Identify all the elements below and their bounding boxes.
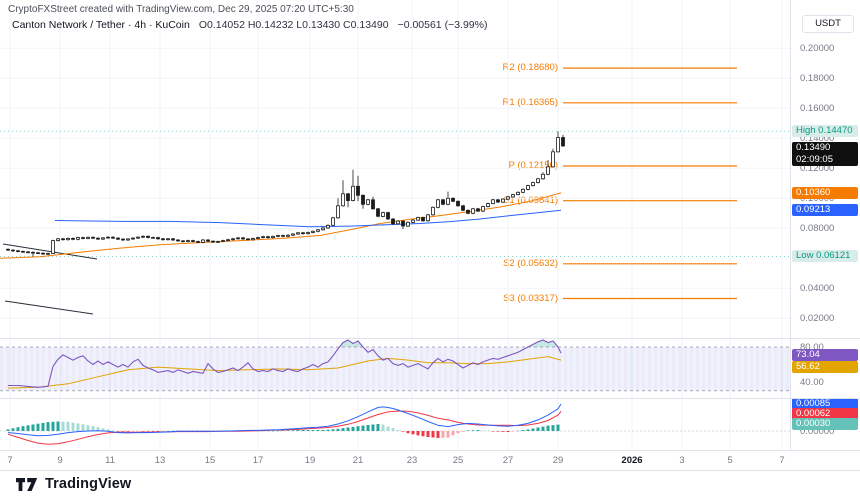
change-value: −0.00561 (−3.99%): [397, 19, 488, 31]
time-tick-label: 5: [727, 455, 733, 466]
time-tick-label: 3: [679, 455, 685, 466]
price-tick-label: 0.14000: [800, 133, 835, 145]
rsi-ma-value-label: 56.62: [792, 361, 858, 373]
pivot-label-R2: R2 (0.18680): [502, 62, 558, 74]
pivot-label-S1: S1 (0.09841): [503, 194, 558, 206]
currency-toggle-button[interactable]: USDT: [802, 15, 854, 33]
countdown-timer: 02:09:05: [796, 153, 833, 165]
price-tick-label: 0.20000: [800, 43, 835, 55]
price-tick-label: 0.16000: [800, 103, 835, 115]
price-tick-label: 0.04000: [800, 283, 835, 295]
tradingview-icon: [16, 477, 38, 491]
rsi-tick-label: 40.00: [800, 377, 824, 388]
pivot-label-S3: S3 (0.03317): [503, 292, 558, 304]
time-tick-label: 29: [552, 455, 564, 466]
price-axis[interactable]: [790, 0, 860, 470]
time-tick-label: 7: [7, 455, 13, 466]
macd-value-label: 0.00085: [792, 398, 858, 410]
price-tick-label: 0.02000: [800, 313, 835, 325]
last-price-label: 0.13490 02:09:05: [792, 141, 858, 166]
high-price-label: High 0.14470: [792, 125, 858, 138]
time-tick-label: 27: [502, 455, 514, 466]
ma-slow-price-label: 0.09213: [792, 204, 858, 217]
tradingview-wordmark: TradingView: [45, 476, 132, 492]
pivot-label-S2: S2 (0.05632): [503, 257, 558, 269]
macd-signal-value-label: 0.00062: [792, 408, 858, 420]
macd-tick-label: 0.00000: [800, 426, 835, 437]
macd-hist-value-label: 0.00030: [792, 418, 858, 430]
time-tick-label: 25: [452, 455, 464, 466]
symbol-ohlc-row: Canton Network / Tether · 4h · KuCoin O0…: [12, 19, 487, 31]
rsi-tick-label: 80.00: [800, 342, 824, 353]
rsi-value-label: 73.04: [792, 349, 858, 361]
time-tick-label: 21: [352, 455, 364, 466]
time-tick-label: 13: [154, 455, 166, 466]
ma-fast-price-label: 0.10360: [792, 186, 858, 199]
pivot-label-R1: R1 (0.16365): [502, 96, 558, 108]
ohlc-values: O0.14052 H0.14232 L0.13430 C0.13490: [198, 19, 389, 31]
price-tick-label: 0.12000: [800, 163, 835, 175]
symbol-title: Canton Network / Tether · 4h · KuCoin: [12, 19, 190, 31]
time-tick-label: 15: [204, 455, 216, 466]
time-tick-label: 2026: [621, 455, 643, 466]
price-tick-label: 0.08000: [800, 223, 835, 235]
credit-line: CryptoFXStreet created with TradingView.…: [8, 4, 354, 15]
time-tick-label: 19: [304, 455, 316, 466]
price-tick-label: 0.18000: [800, 73, 835, 85]
time-tick-label: 9: [57, 455, 63, 466]
time-tick-label: 23: [406, 455, 418, 466]
time-tick-label: 17: [252, 455, 264, 466]
low-price-label: Low 0.06121: [792, 250, 858, 263]
time-axis[interactable]: [0, 450, 860, 471]
tradingview-logo[interactable]: TradingView: [16, 476, 131, 492]
pivot-label-P: P (0.12156): [508, 159, 558, 171]
time-tick-label: 11: [105, 455, 115, 466]
time-tick-label: 7: [779, 455, 785, 466]
